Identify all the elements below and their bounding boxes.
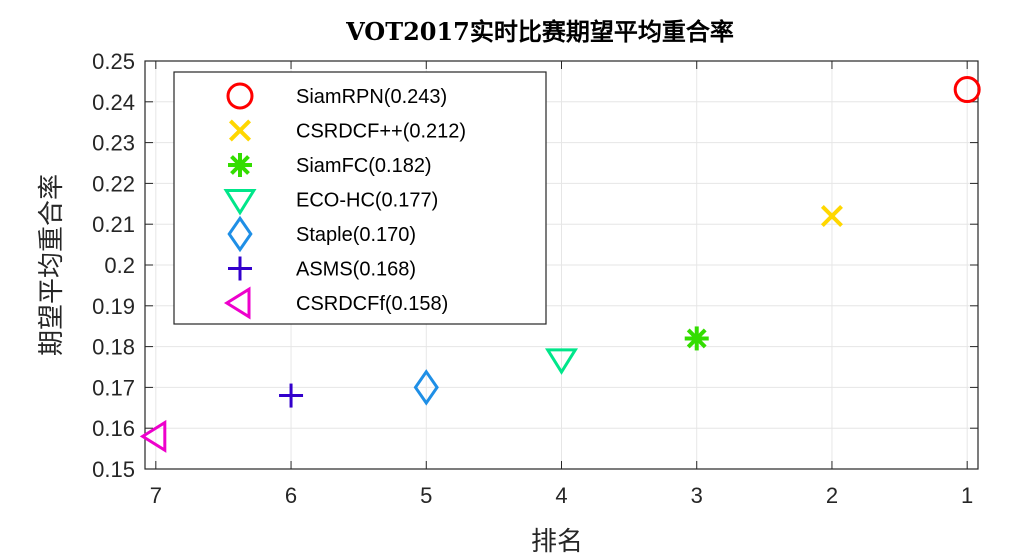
y-tick-label: 0.19	[92, 294, 135, 319]
y-tick-label: 0.24	[92, 90, 135, 115]
data-point-x	[820, 205, 843, 228]
legend-entry-label: CSRDCF++(0.212)	[296, 121, 466, 143]
y-tick-label: 0.23	[92, 131, 135, 156]
data-point-triangle-left	[139, 419, 167, 453]
x-axis-ticks: 7 6 5 4 3 2 1	[150, 61, 973, 508]
legend-entry-label: ASMS(0.168)	[296, 259, 416, 281]
x-tick-label: 6	[285, 483, 297, 508]
data-point-circle	[953, 76, 981, 104]
data-point-plus	[279, 383, 304, 408]
y-tick-label: 0.2	[104, 253, 135, 278]
y-tick-label: 0.17	[92, 375, 135, 400]
y-tick-label: 0.15	[92, 457, 135, 482]
y-tick-label: 0.16	[92, 416, 135, 441]
x-tick-label: 5	[420, 483, 432, 508]
legend: SiamRPN(0.243) CSRDCF++(0.212) SiamFC(0.18…	[173, 71, 547, 325]
x-tick-label: 7	[150, 483, 162, 508]
data-point-diamond	[413, 369, 439, 406]
y-tick-label: 0.18	[92, 335, 135, 360]
y-axis-label: 期望平均重合率	[37, 174, 67, 356]
legend-entry-label: Staple(0.170)	[296, 224, 416, 246]
x-tick-label: 1	[961, 483, 973, 508]
data-point-asterisk	[684, 326, 709, 351]
x-tick-label: 4	[555, 483, 567, 508]
plot-frame	[144, 60, 979, 470]
data-points	[139, 76, 981, 453]
legend-marker	[228, 256, 252, 281]
y-tick-label: 0.21	[92, 212, 135, 237]
data-point-triangle-down	[545, 348, 578, 375]
legend-marker	[228, 153, 252, 177]
x-tick-label: 3	[691, 483, 703, 508]
legend-marker	[228, 119, 252, 142]
chart-title: VOT2017实时比赛期望平均重合率	[345, 17, 734, 46]
y-tick-label: 0.22	[92, 171, 135, 196]
legend-box	[173, 71, 547, 325]
legend-marker	[227, 215, 253, 253]
legend-marker	[223, 286, 251, 320]
legend-entry-label: CSRDCFf(0.158)	[296, 293, 448, 315]
x-tick-label: 2	[826, 483, 838, 508]
y-axis-ticks: 0.15 0.16 0.17 0.18 0.19 0.2 0.21 0.22 0.23 0.24 0…	[92, 49, 978, 482]
legend-marker	[226, 82, 254, 110]
legend-entry-label: ECO-HC(0.177)	[296, 190, 438, 212]
legend-entry-label: SiamFC(0.182)	[296, 155, 432, 177]
legend-entry-label: SiamRPN(0.243)	[296, 86, 447, 108]
legend-marker	[223, 189, 257, 216]
x-axis-label: 排名	[531, 527, 583, 557]
y-tick-label: 0.25	[92, 49, 135, 74]
